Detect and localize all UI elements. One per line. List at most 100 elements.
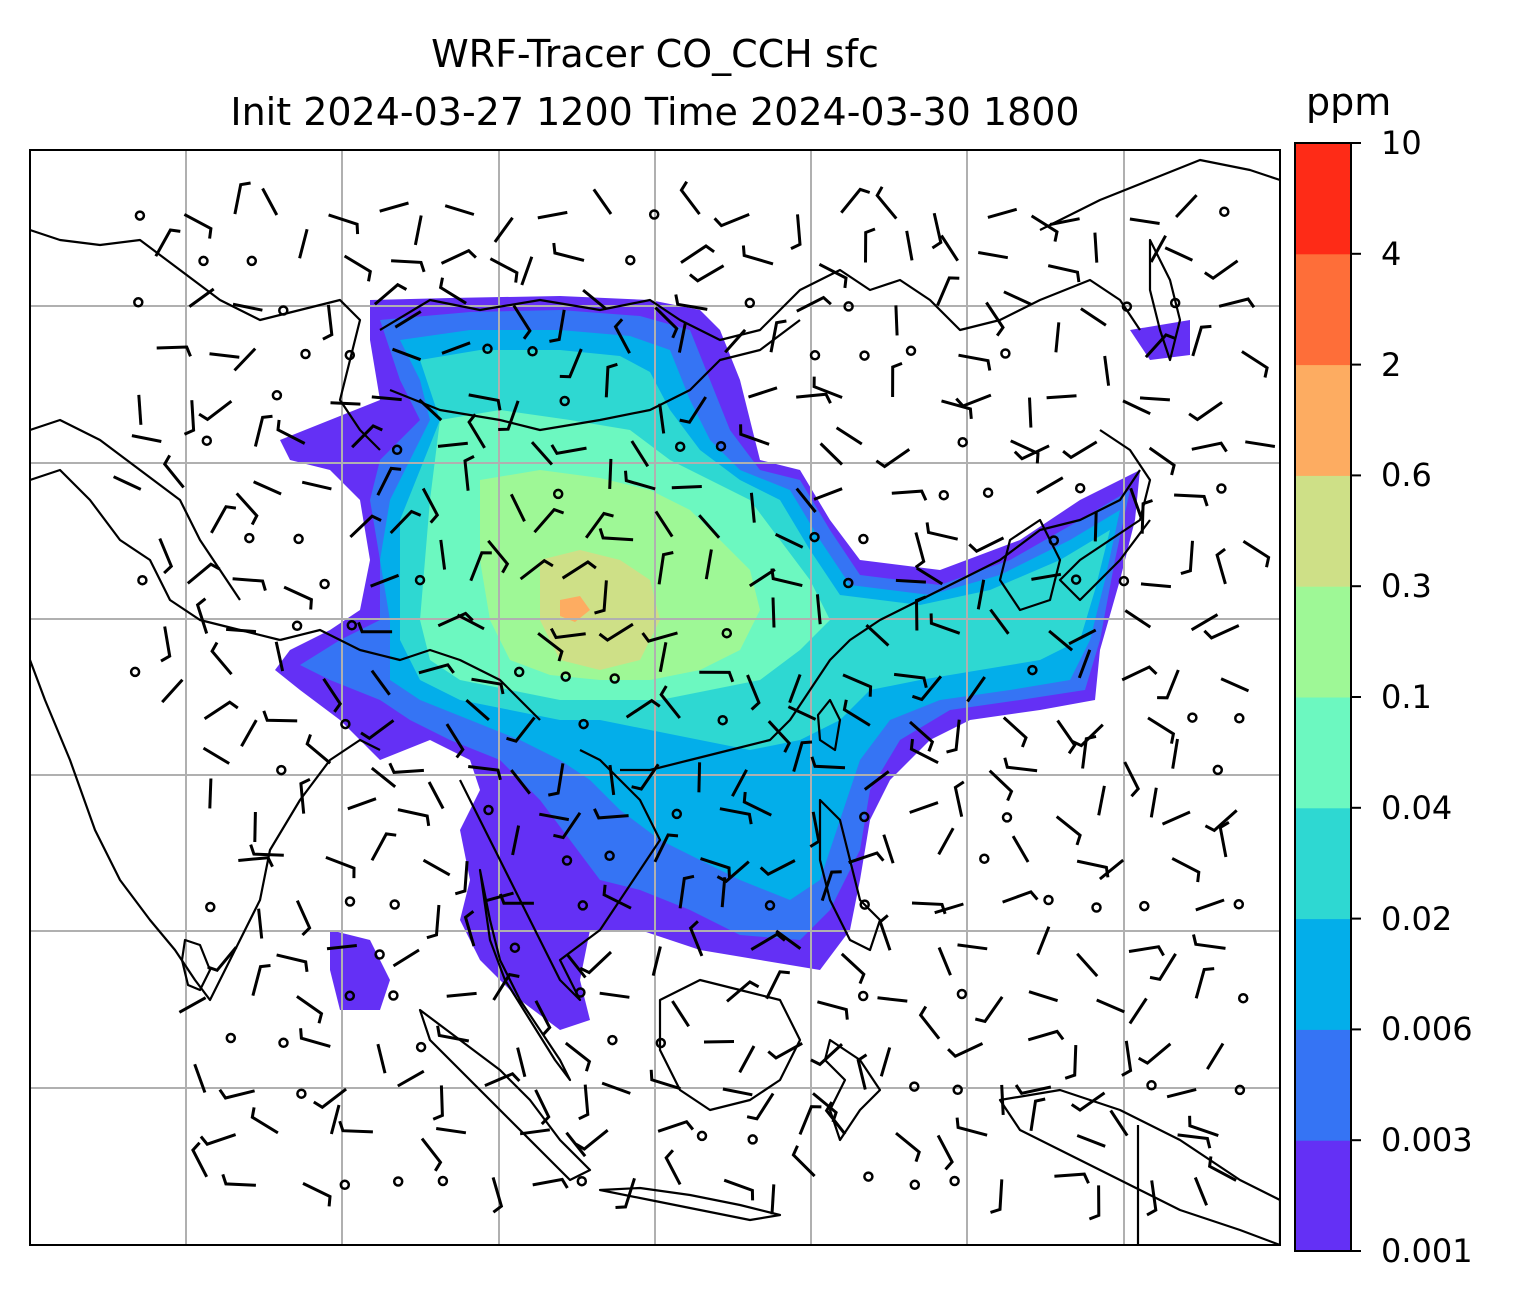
wind-barb — [574, 1129, 609, 1151]
wind-barb — [426, 904, 441, 940]
calm-wind-marker — [291, 620, 303, 632]
wind-barb — [552, 242, 585, 262]
calm-wind-marker — [482, 343, 493, 355]
calm-wind-marker — [415, 1041, 427, 1053]
wind-barb — [161, 678, 184, 704]
wind-barb — [283, 585, 313, 610]
wind-barb — [112, 475, 142, 491]
calm-wind-marker — [1048, 535, 1060, 546]
wind-barb — [440, 248, 477, 265]
calm-wind-marker — [296, 1088, 307, 1099]
wind-barb — [937, 827, 955, 856]
wind-barb — [1062, 440, 1098, 460]
wind-barb — [796, 295, 832, 313]
wind-barb — [1147, 716, 1176, 744]
calm-wind-marker — [276, 764, 287, 776]
wind-barb — [203, 700, 239, 720]
wind-barb — [697, 762, 702, 793]
wind-barb — [955, 1117, 988, 1137]
wind-barb — [966, 676, 986, 703]
wind-barb — [1054, 1172, 1090, 1184]
wind-barb — [957, 943, 988, 951]
himalaya-border — [279, 628, 541, 721]
wind-barb — [506, 716, 536, 743]
wind-barb — [759, 859, 796, 877]
wind-barb — [456, 613, 485, 631]
wind-barb — [131, 434, 162, 443]
wind-barb — [532, 1177, 569, 1189]
wind-barb — [1123, 761, 1141, 798]
wind-barb — [160, 626, 172, 663]
wind-barb — [955, 393, 992, 408]
wind-barb — [698, 514, 721, 539]
java-coast — [598, 1186, 782, 1222]
wind-barb — [976, 579, 986, 610]
new-guinea-coast — [998, 1088, 1280, 1245]
wind-barb — [1146, 1180, 1158, 1217]
wind-barb — [848, 851, 885, 865]
wind-barb — [625, 698, 661, 719]
wind-barb — [418, 663, 455, 675]
wind-barb — [1192, 934, 1226, 950]
wind-barb — [842, 699, 871, 727]
wind-barb — [678, 874, 695, 909]
wind-barb — [817, 1000, 849, 1020]
colorbar-tick-label: 0.006 — [1381, 1010, 1473, 1049]
wind-barb — [601, 1081, 631, 1095]
wind-barb — [914, 532, 926, 569]
colorbar-tick-label: 0.3 — [1381, 567, 1432, 606]
taiwan-coast — [816, 698, 842, 752]
wind-barb — [865, 624, 890, 647]
wind-barb — [1242, 539, 1271, 568]
colorbar-segment — [1295, 253, 1351, 366]
wind-barb — [322, 677, 343, 713]
philippines-coast — [818, 798, 882, 952]
calm-wind-marker — [577, 900, 589, 911]
colorbar-tick-label: 0.6 — [1381, 456, 1432, 495]
wind-barb — [716, 860, 750, 884]
wind-barb — [1029, 1097, 1046, 1132]
wind-barb — [879, 1047, 892, 1077]
calm-wind-marker — [956, 988, 968, 1000]
wind-barb — [1177, 1133, 1212, 1149]
mideast-coast — [30, 468, 281, 642]
wind-barb — [654, 510, 674, 538]
wind-barb — [183, 400, 196, 436]
wind-barb — [559, 348, 583, 379]
wind-barb — [463, 455, 475, 491]
calm-wind-marker — [1043, 894, 1054, 906]
calm-wind-marker — [344, 896, 356, 907]
wind-barb — [250, 1107, 279, 1135]
wind-barb — [1174, 493, 1209, 507]
china-east-coast — [620, 469, 1141, 772]
wind-barb — [749, 492, 756, 523]
wind-barb — [330, 401, 361, 406]
wind-barb — [1076, 952, 1099, 978]
wind-barb — [209, 352, 240, 359]
wind-barb — [891, 362, 903, 398]
wind-barb — [186, 562, 221, 585]
wind-barb — [720, 877, 727, 908]
wind-barb — [1171, 738, 1179, 769]
wind-barb — [158, 538, 174, 575]
calm-wind-marker — [392, 1176, 404, 1187]
wind-barb — [914, 595, 927, 631]
wind-barb — [550, 444, 587, 456]
wind-barb — [162, 454, 185, 489]
map-frame — [29, 149, 1281, 1246]
calm-wind-marker — [1219, 206, 1230, 217]
colorbar-segment — [1295, 1029, 1351, 1141]
wind-barb — [370, 669, 391, 696]
wind-barb — [343, 254, 372, 282]
wind-barb — [438, 277, 467, 305]
wind-barb — [679, 180, 701, 216]
wind-barb — [877, 996, 908, 1003]
wind-barb — [1191, 441, 1228, 453]
wind-barb — [1203, 259, 1239, 281]
calm-wind-marker — [552, 488, 564, 500]
wind-barb — [301, 480, 332, 491]
wind-barb — [1103, 355, 1111, 386]
calm-wind-marker — [389, 899, 400, 910]
wind-barb — [1097, 785, 1106, 816]
wind-barb — [1149, 787, 1158, 818]
